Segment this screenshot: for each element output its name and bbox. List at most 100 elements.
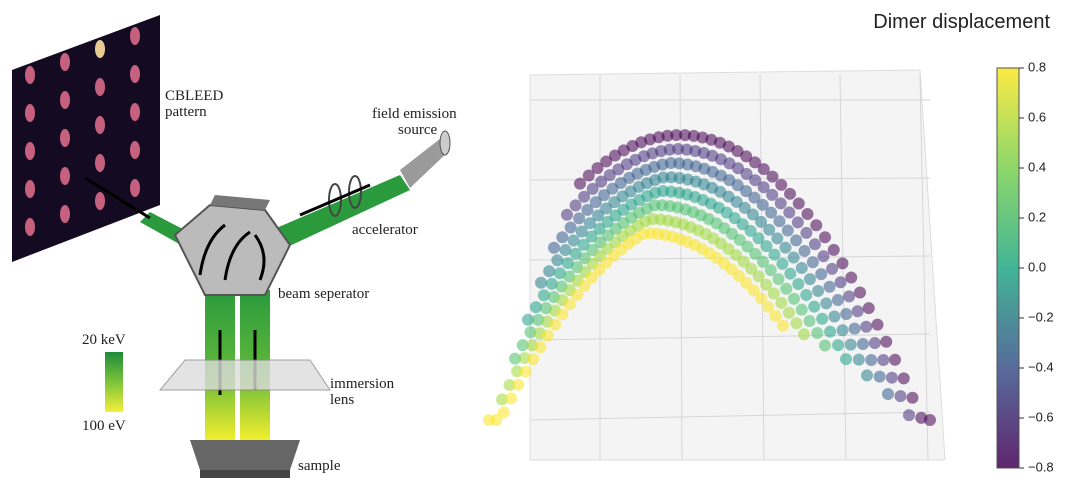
scatter-point [904,410,915,421]
scatter-point [782,225,793,236]
scatter-point [767,189,778,200]
energy-scale [105,352,123,412]
diffraction-spot [60,53,70,71]
scatter-point [863,303,874,314]
scatter-point [820,340,831,351]
sample-plate [190,440,300,470]
scatter-point [796,262,807,273]
scatter-point [785,268,796,279]
scatter-point [820,232,831,243]
colorbar-tick-label: 0.8 [1028,59,1046,74]
diffraction-spot [60,129,70,147]
source-label: field emission [372,106,457,122]
scatter-point [767,171,778,182]
scatter-point [816,269,827,280]
scatter-point [799,329,810,340]
scatter-point [825,326,836,337]
scatter-point [549,242,560,253]
scatter-point [807,257,818,268]
colorbar-tick-label: 0.4 [1028,159,1046,174]
scatter-point [542,330,553,341]
diffraction-spot [95,192,105,210]
scatter-point [776,297,787,308]
diffraction-spot [130,103,140,121]
separator-label: beam seperator [278,286,369,302]
scatter-point [811,220,822,231]
scatter-point [757,199,768,210]
scatter-point [758,182,769,193]
scatter-point [878,355,889,366]
scatter-point [765,265,776,276]
scatter-point [841,309,852,320]
scatter-point [564,299,575,310]
scatter-point [528,354,539,365]
scatter-point [812,327,823,338]
scatter-point [845,339,856,350]
scatter-point [784,207,795,218]
scatter-point [575,178,586,189]
scatter-point [796,304,807,315]
scatter-point [761,241,772,252]
scatter-point [772,233,783,244]
scatter-point [568,235,579,246]
scatter-point [886,372,897,383]
diffraction-spot [130,141,140,159]
scatter-point [841,354,852,365]
colorbar-tick-label: 0.0 [1028,259,1046,274]
diffraction-spot [25,142,35,160]
scatter-point [804,316,815,327]
scatter-point [855,287,866,298]
scatter-point [809,239,820,250]
scatter-point [520,366,531,377]
scatter-point [788,252,799,263]
scatter-point [852,306,863,317]
scatter-point [821,298,832,309]
scatter-point [813,285,824,296]
scatter-point [833,340,844,351]
scatter-point [895,391,906,402]
scatter-point [793,278,804,289]
scatter-point [818,251,829,262]
scatter-point [758,164,769,175]
immersion-lens [160,360,330,390]
scatter-point [544,266,555,277]
scatter-point [861,321,872,332]
scatter-point [824,281,835,292]
scatter-point [763,301,774,312]
scatter-point [801,227,812,238]
scatter-point [530,302,541,313]
colorbar-tick-label: 0.6 [1028,109,1046,124]
scatter-point [550,319,561,330]
scatter-point [801,289,812,300]
scatter-point [890,354,901,365]
sample-label: sample [298,458,341,474]
scatter-point [535,342,546,353]
scatter-point [557,232,568,243]
diffraction-spot [60,91,70,109]
source-label: source [398,122,437,138]
scatter-point [829,311,840,322]
scatter-point [770,310,781,321]
energy-bottom-label: 100 eV [82,418,126,434]
scatter-point [789,293,800,304]
scatter-point [572,289,583,300]
colorbar-tick-label: −0.6 [1028,409,1054,424]
scatter-point [792,217,803,228]
scatter-point [562,209,573,220]
scatter-point [758,256,769,267]
colorbar-tick-label: 0.2 [1028,209,1046,224]
plot-3d [484,70,946,460]
scatter-point [827,263,838,274]
scatter-point [576,226,587,237]
scatter-point [804,274,815,285]
scatter-point [768,288,779,299]
scatter-point [881,336,892,347]
scatter-point [907,392,918,403]
scatter-point [869,338,880,349]
scatter-point [536,277,547,288]
scatter-point [837,258,848,269]
scatter-point [844,291,855,302]
scatter-point [776,179,787,190]
scatter-point [883,389,894,400]
colorbar-title: Dimer displacement [873,11,1050,33]
